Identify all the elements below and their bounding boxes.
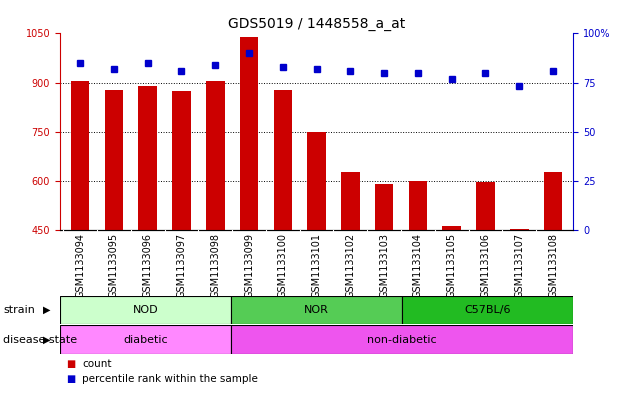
Text: NOD: NOD xyxy=(132,305,158,315)
Bar xyxy=(375,184,393,230)
Bar xyxy=(402,296,573,324)
Text: GSM1133098: GSM1133098 xyxy=(210,233,220,298)
Bar xyxy=(409,181,427,230)
Text: ■: ■ xyxy=(66,358,76,369)
Bar xyxy=(476,182,495,230)
Bar xyxy=(341,172,360,230)
Text: percentile rank within the sample: percentile rank within the sample xyxy=(82,374,258,384)
Text: disease state: disease state xyxy=(3,334,77,345)
Bar xyxy=(273,90,292,230)
Text: GSM1133106: GSM1133106 xyxy=(481,233,491,298)
Bar xyxy=(60,296,231,324)
Text: strain: strain xyxy=(3,305,35,315)
Bar xyxy=(240,37,258,230)
Bar xyxy=(231,296,402,324)
Text: non-diabetic: non-diabetic xyxy=(367,334,437,345)
Text: GSM1133094: GSM1133094 xyxy=(75,233,85,298)
Text: GSM1133103: GSM1133103 xyxy=(379,233,389,298)
Text: GSM1133104: GSM1133104 xyxy=(413,233,423,298)
Text: GSM1133097: GSM1133097 xyxy=(176,233,186,298)
Text: count: count xyxy=(82,358,112,369)
Bar xyxy=(206,81,224,230)
Text: GSM1133099: GSM1133099 xyxy=(244,233,254,298)
Text: ■: ■ xyxy=(66,374,76,384)
Bar xyxy=(510,229,529,230)
Bar xyxy=(544,172,563,230)
Text: GSM1133096: GSM1133096 xyxy=(142,233,152,298)
Bar xyxy=(71,81,89,230)
Text: GSM1133101: GSM1133101 xyxy=(312,233,321,298)
Text: diabetic: diabetic xyxy=(123,334,168,345)
Bar xyxy=(172,91,191,230)
Text: NOR: NOR xyxy=(304,305,329,315)
Bar xyxy=(231,325,573,354)
Text: GSM1133105: GSM1133105 xyxy=(447,233,457,298)
Bar xyxy=(307,132,326,230)
Text: GSM1133108: GSM1133108 xyxy=(548,233,558,298)
Bar xyxy=(442,226,461,230)
Bar xyxy=(60,325,231,354)
Text: C57BL/6: C57BL/6 xyxy=(464,305,511,315)
Text: GSM1133102: GSM1133102 xyxy=(345,233,355,298)
Text: GSM1133100: GSM1133100 xyxy=(278,233,288,298)
Title: GDS5019 / 1448558_a_at: GDS5019 / 1448558_a_at xyxy=(228,17,405,31)
Bar xyxy=(105,90,123,230)
Text: ▶: ▶ xyxy=(43,305,50,315)
Bar xyxy=(139,86,157,230)
Text: GSM1133107: GSM1133107 xyxy=(514,233,524,298)
Text: ▶: ▶ xyxy=(43,334,50,345)
Text: GSM1133095: GSM1133095 xyxy=(109,233,119,298)
